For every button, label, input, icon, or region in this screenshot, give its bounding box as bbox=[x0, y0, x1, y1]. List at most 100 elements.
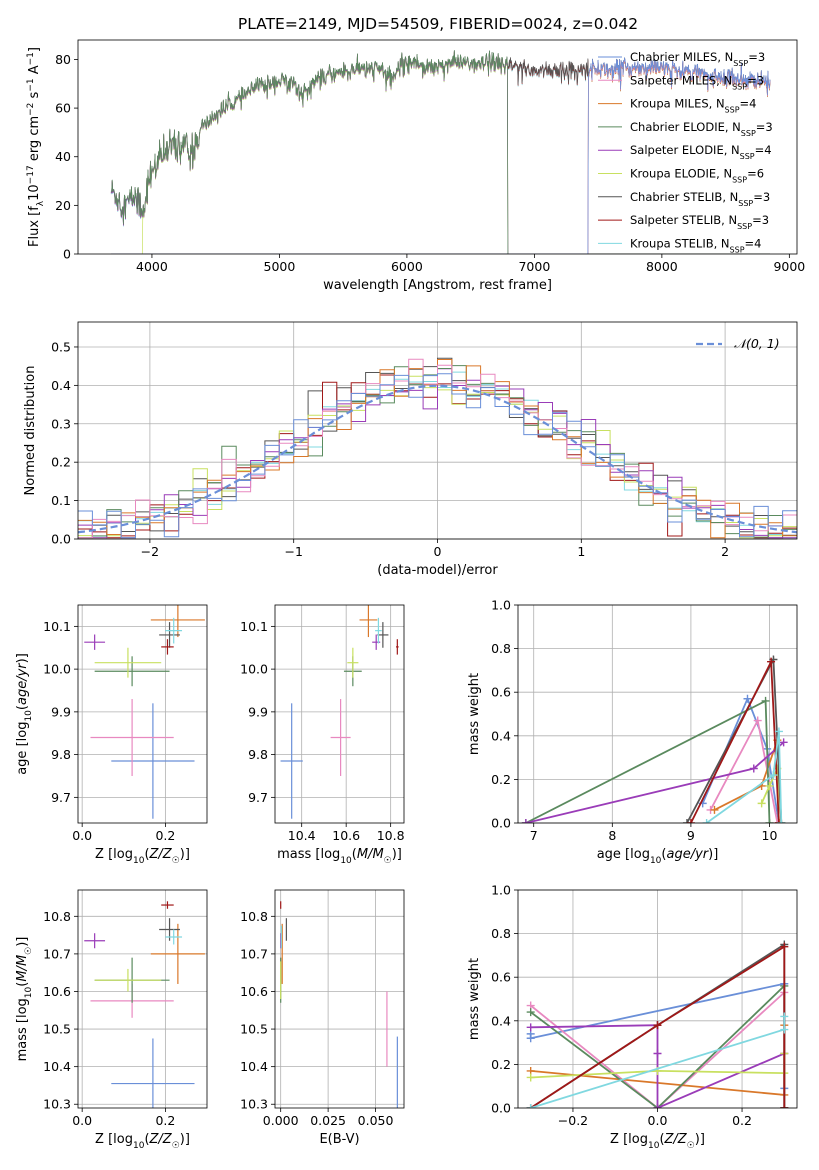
x-tick-label: 10 bbox=[762, 828, 778, 843]
label-part: )] bbox=[708, 847, 718, 862]
plot-area bbox=[526, 940, 789, 1108]
weight-marker bbox=[526, 1034, 535, 1043]
axes-age_vs_mass: 10.4 10.6 10.8 9.7 9.8 9.9 10.0 10.1 mass [log10… bbox=[240, 604, 405, 866]
label-part: 10 bbox=[650, 856, 662, 866]
y-axis-label: Flux [fλ10−17 erg cm−2 s−1 A−1] bbox=[26, 47, 46, 247]
weight-marker bbox=[526, 1073, 535, 1082]
weight-marker bbox=[765, 819, 774, 823]
y-tick-label: 0.5 bbox=[51, 339, 71, 354]
axes-spectrum: 4000 5000 6000 7000 8000 9000 0 20 40 60 80 wavelen… bbox=[26, 39, 805, 293]
legend-suffix: =6 bbox=[747, 167, 764, 181]
x-axis-label: Z [log10(Z/Z☉)] bbox=[610, 1132, 705, 1151]
y-tick-label: 10.0 bbox=[43, 662, 71, 677]
axes-residual_hist: −2 −1 0 1 2 0.0 0.1 0.2 0.3 0.4 0.5 (data-model)/er… bbox=[23, 321, 798, 578]
y-tick-label: 9.9 bbox=[248, 704, 268, 719]
y-tick-label: 10.8 bbox=[43, 909, 71, 924]
label-part: ( bbox=[352, 847, 357, 862]
legend-suffix: =3 bbox=[747, 73, 764, 87]
legend-text: Kroupa ELODIE, N bbox=[630, 167, 732, 181]
weight-marker bbox=[769, 771, 778, 780]
legend-entry: Chabrier ELODIE, NSSP=3 bbox=[630, 120, 773, 138]
label-part: Z [log bbox=[95, 1132, 133, 1147]
weight-marker bbox=[682, 819, 691, 823]
gaussian-curve bbox=[78, 384, 797, 534]
y-tick-label: 0.4 bbox=[491, 728, 511, 743]
x-tick-label: 2 bbox=[721, 544, 729, 559]
weight-marker bbox=[653, 1021, 662, 1030]
label-part: ( bbox=[661, 847, 666, 862]
legend-suffix: =3 bbox=[748, 50, 765, 64]
axes-frame bbox=[77, 889, 208, 1109]
legend-entry: Salpeter ELODIE, NSSP=4 bbox=[630, 143, 772, 161]
legend-entry: 𝒩(0, 1) bbox=[734, 336, 780, 351]
label-part: −2 bbox=[26, 103, 36, 116]
label-part: ( bbox=[659, 1132, 664, 1147]
histogram-step bbox=[78, 373, 797, 539]
plot-area bbox=[84, 901, 205, 1108]
label-part: mass [log bbox=[277, 847, 340, 862]
y-tick-label: 1.0 bbox=[491, 598, 511, 613]
legend-text: Chabrier STELIB, N bbox=[630, 190, 738, 204]
weight-line bbox=[706, 731, 783, 823]
axes-frame bbox=[517, 889, 798, 1109]
weight-marker bbox=[743, 694, 752, 703]
label-part: )] bbox=[695, 1132, 705, 1147]
weight-marker bbox=[780, 1104, 789, 1108]
legend-sub: SSP bbox=[737, 222, 752, 231]
label-part: ( bbox=[15, 982, 30, 987]
legend-text: Chabrier MILES, N bbox=[630, 50, 733, 64]
x-axis-label: age [log10(age/yr)] bbox=[597, 847, 719, 866]
legend-suffix: =4 bbox=[745, 236, 762, 250]
legend-entry: Salpeter STELIB, NSSP=3 bbox=[630, 213, 769, 231]
label-part: ☉ bbox=[172, 1141, 180, 1151]
y-tick-label: 1.0 bbox=[491, 883, 511, 898]
x-tick-label: 0.050 bbox=[358, 1113, 394, 1128]
label-part: age/yr bbox=[666, 847, 709, 862]
y-tick-label: 0.4 bbox=[491, 1013, 511, 1028]
y-tick-label: 9.7 bbox=[51, 790, 71, 805]
y-tick-label: 60 bbox=[55, 101, 71, 116]
weight-marker bbox=[757, 799, 766, 808]
x-tick-label: 0.0 bbox=[72, 1113, 92, 1128]
label-part: s bbox=[27, 91, 42, 102]
label-part: ( bbox=[144, 1132, 149, 1147]
x-tick-label: 0.025 bbox=[310, 1113, 346, 1128]
label-part: )] bbox=[15, 653, 30, 663]
label-part: 10 bbox=[648, 1141, 660, 1151]
label-part: )] bbox=[180, 847, 190, 862]
legend-sub: SSP bbox=[741, 128, 756, 137]
legend-sub: SSP bbox=[732, 175, 747, 184]
x-tick-label: 8000 bbox=[646, 259, 678, 274]
legend-suffix: =4 bbox=[755, 143, 772, 157]
weight-marker bbox=[774, 727, 783, 736]
y-tick-label: 0.1 bbox=[51, 493, 71, 508]
plot-area bbox=[521, 655, 788, 823]
y-tick-label: 10.5 bbox=[43, 1022, 71, 1037]
weight-marker bbox=[653, 1049, 662, 1058]
weight-marker bbox=[526, 1104, 535, 1108]
y-tick-label: 10.3 bbox=[43, 1097, 71, 1112]
label-part: E(B-V) bbox=[319, 1132, 359, 1147]
label-part: M/M bbox=[357, 847, 384, 862]
label-part: Z [log bbox=[95, 847, 133, 862]
weight-marker bbox=[710, 805, 719, 814]
y-axis-label: mass weight bbox=[467, 958, 482, 1040]
label-part: ( bbox=[15, 705, 30, 710]
axes-frame bbox=[274, 604, 405, 824]
label-part: ☉ bbox=[172, 856, 180, 866]
label-part: Flux [f bbox=[27, 206, 42, 247]
weight-marker bbox=[773, 819, 782, 823]
y-axis-label: mass [log10(M/M☉)] bbox=[15, 937, 34, 1062]
label-part: 10 bbox=[24, 986, 34, 998]
label-part: Z/Z bbox=[149, 1132, 173, 1147]
y-tick-label: 0.6 bbox=[491, 685, 511, 700]
y-tick-label: 9.8 bbox=[51, 747, 71, 762]
spectrum-line bbox=[110, 50, 770, 254]
spectrum-line bbox=[111, 57, 771, 254]
y-tick-label: 10.6 bbox=[43, 984, 71, 999]
weight-marker bbox=[653, 1104, 662, 1108]
x-tick-label: 7 bbox=[530, 828, 538, 843]
y-tick-label: 10.5 bbox=[240, 1022, 268, 1037]
y-tick-label: 10.4 bbox=[43, 1059, 71, 1074]
